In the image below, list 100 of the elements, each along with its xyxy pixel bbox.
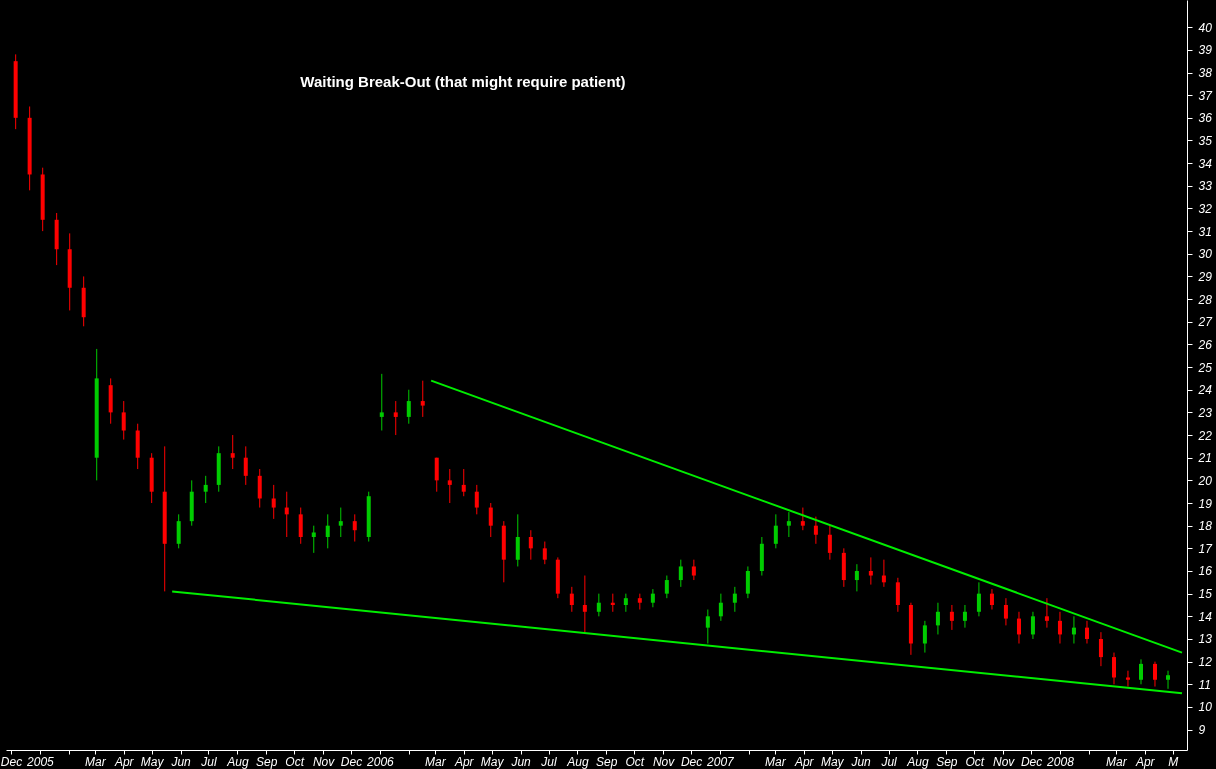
candlestick [786,511,791,538]
x-tick-label: Mar [425,754,447,769]
candlestick [1044,597,1049,629]
candlestick [528,529,533,561]
x-tick-label: Sep [936,754,958,769]
candlestick [800,507,805,531]
candlestick [515,513,520,567]
candlestick [976,581,981,617]
candlestick [922,620,927,654]
candlestick [868,556,873,586]
y-tick-label: 31 [1198,224,1212,239]
candlestick [1057,611,1062,644]
candlestick [718,593,723,622]
y-tick-label: 29 [1197,269,1213,284]
candlestick [311,525,316,554]
candlestick [678,559,683,588]
y-tick-label: 16 [1198,564,1213,579]
candlestick [935,602,940,635]
x-tick-label: May [140,754,165,769]
candlestick [732,586,737,613]
x-tick-label: Nov [652,754,676,769]
candlestick [420,380,425,418]
candlestick [434,457,439,493]
y-tick-label: 24 [1197,383,1213,398]
x-tick-label: Jun [850,754,872,769]
y-tick-label: 36 [1198,111,1213,126]
candlestick [1016,611,1021,644]
y-tick-label: 18 [1198,519,1213,534]
candlestick [773,513,778,549]
x-tick-label: May [480,754,505,769]
candlestick [325,513,330,549]
x-tick-label: Jun [170,754,192,769]
candlestick [271,484,276,520]
x-tick-label: Sep [256,754,278,769]
y-tick-label: 32 [1198,201,1213,216]
x-tick-label: Apr [1134,754,1156,769]
x-tick-label: Oct [965,754,985,769]
candlestick [243,445,248,486]
candlestick [1139,658,1144,685]
y-tick-label: 33 [1198,179,1213,194]
x-tick-label: M [1168,754,1179,769]
y-tick-label: 37 [1198,88,1214,103]
y-tick-label: 39 [1198,43,1213,58]
candlestick [488,502,493,538]
candlestick [1111,652,1116,685]
x-tick-label: Aug [906,754,929,769]
x-tick-label: 2008 [1046,754,1075,769]
candlestick [121,400,126,441]
x-tick-label: Apr [453,754,475,769]
y-tick-label: 30 [1198,247,1213,262]
candlestick [352,513,357,543]
candlestick [338,507,343,538]
candlestick [1125,670,1130,688]
x-tick-label: May [820,754,845,769]
candlestick [230,434,235,470]
x-tick-label: Dec [0,754,23,769]
x-tick-label: Jul [540,754,558,769]
candlestick [854,563,859,592]
y-tick-label: 14 [1198,609,1213,624]
y-tick-label: 21 [1197,451,1212,466]
y-tick-label: 25 [1197,360,1213,375]
y-tick-label: 35 [1198,133,1213,148]
candlestick [257,468,262,509]
x-tick-label: Nov [992,754,1016,769]
y-tick-label: 26 [1197,337,1213,352]
candlestick [1003,597,1008,626]
candlestick [813,516,818,545]
candlestick [949,604,954,631]
x-tick-label: 2006 [366,754,395,769]
x-tick-label: Sep [596,754,618,769]
x-tick-label: Dec [340,754,363,769]
y-tick-label: 28 [1197,292,1213,307]
candlestick [1166,670,1171,690]
y-tick-label: 11 [1198,677,1211,692]
candlestick [596,593,601,617]
y-tick-label: 15 [1198,587,1213,602]
y-tick-label: 27 [1197,315,1214,330]
candlestick [1030,611,1035,640]
candlestick [474,484,479,515]
x-tick-label: Nov [312,754,336,769]
y-tick-label: 34 [1198,156,1213,171]
candlestick [569,586,574,613]
candlestick [298,507,303,545]
y-tick-label: 22 [1197,428,1213,443]
candlestick [582,575,587,633]
candlestick [1098,631,1103,667]
x-tick-label: Mar [765,754,787,769]
candlestick [895,577,900,613]
candlestick [962,604,967,629]
y-tick-label: 9 [1198,723,1206,738]
x-tick-label: Jul [200,754,217,769]
candlestick [203,475,208,504]
y-tick-label: 38 [1198,66,1213,81]
candlestick [1084,620,1089,644]
y-tick-label: 10 [1198,700,1213,715]
x-tick-label: Oct [285,754,305,769]
candlestick [1152,661,1157,688]
x-tick-label: Oct [625,754,645,769]
x-tick-label: Aug [566,754,589,769]
candlestick [461,468,466,497]
